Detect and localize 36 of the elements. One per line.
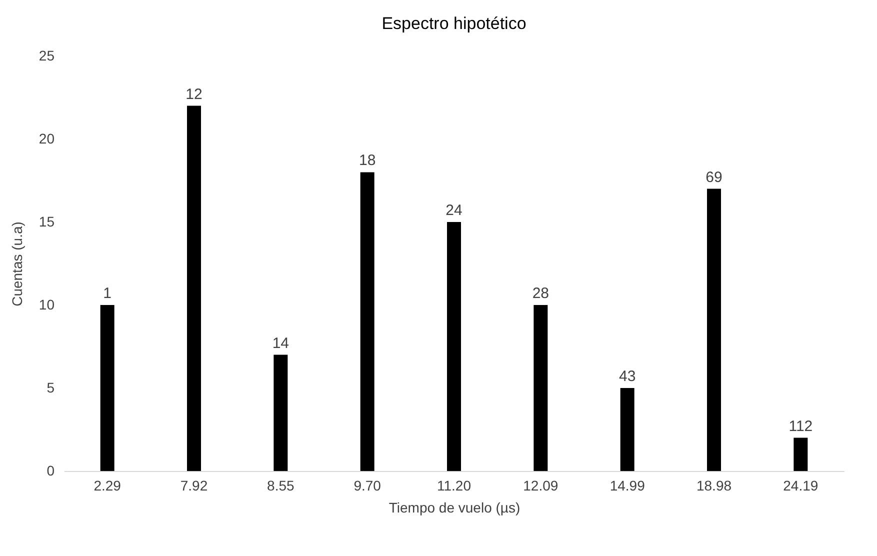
- x-tick-label: 2.29: [94, 478, 122, 494]
- x-tick-label: 14.99: [610, 478, 646, 494]
- annotation: 1: [103, 285, 112, 302]
- bar: [620, 388, 634, 471]
- annotation: 24: [446, 202, 462, 219]
- bar: [274, 354, 288, 471]
- x-tick-label: 9.70: [354, 478, 382, 494]
- y-tick-label: 20: [38, 130, 55, 146]
- y-tick-label: 0: [46, 462, 55, 478]
- annotation: 28: [532, 285, 550, 302]
- annotation: 112: [788, 418, 813, 435]
- chart-title: Espectro hipotético: [382, 14, 526, 33]
- annotation: 69: [706, 168, 722, 186]
- y-tick-label: 15: [38, 214, 55, 230]
- annotation: 43: [618, 368, 636, 385]
- bar: [794, 438, 808, 471]
- y-tick-label: 5: [46, 380, 55, 396]
- bar: [707, 188, 721, 471]
- x-tick-label: 18.98: [696, 478, 732, 494]
- x-tick-label: 12.09: [523, 478, 558, 494]
- x-tick-label: 24.19: [783, 478, 818, 494]
- x-tick-label: 8.55: [267, 478, 295, 494]
- annotation: 12: [186, 86, 202, 103]
- bar: [447, 222, 461, 471]
- y-tick-label: 10: [38, 296, 55, 312]
- x-tick-label: 11.20: [437, 478, 472, 494]
- x-tick-label: 7.92: [180, 478, 208, 494]
- bar: [187, 106, 201, 471]
- bar: [534, 305, 548, 471]
- bar: [100, 305, 114, 471]
- y-tick-label: 25: [38, 48, 55, 64]
- bar: [360, 172, 374, 471]
- annotation: 18: [358, 152, 376, 170]
- x-axis-title: Tiempo de vuelo (µs): [388, 500, 520, 516]
- y-axis-title: Cuentas (u.a): [8, 222, 25, 306]
- annotation: 14: [272, 334, 290, 352]
